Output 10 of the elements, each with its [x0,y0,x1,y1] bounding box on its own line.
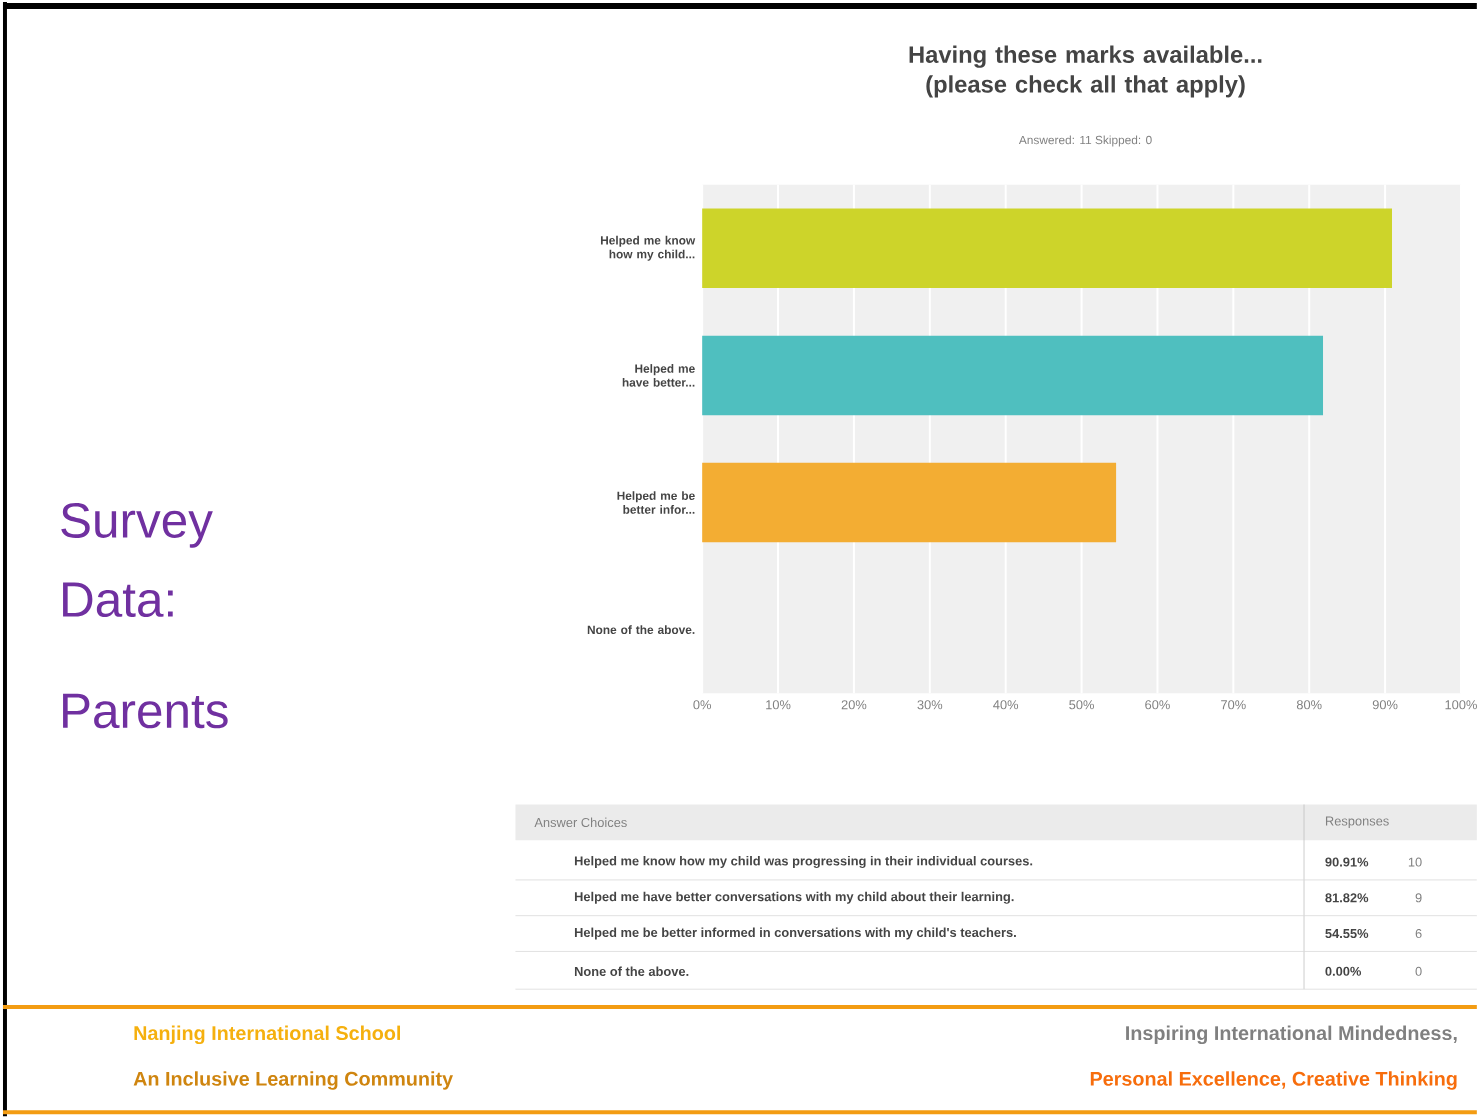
text: An Inclusive Learning Community [133,1071,453,1090]
bar [702,335,1324,415]
text: Personal Excellence, Creative Thinking [1090,1071,1457,1090]
text: Inspiring International Mindedness, [1126,1025,1457,1044]
bar [702,462,1117,543]
bar [702,208,1392,288]
text: Nanjing International School [134,1025,401,1044]
text: Parents [63,693,228,729]
chart-title: Having these marks available... (please check all that apply) [909,45,1262,98]
text: Survey Data: [61,502,213,617]
